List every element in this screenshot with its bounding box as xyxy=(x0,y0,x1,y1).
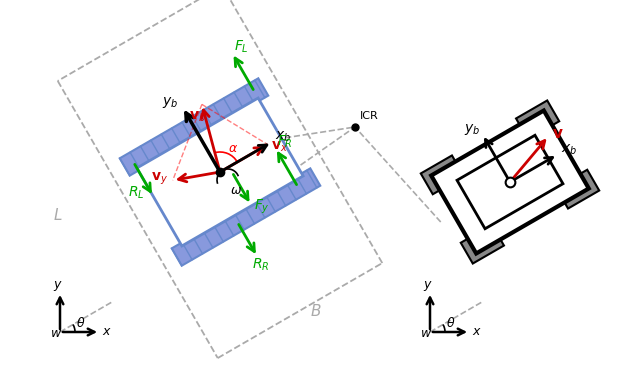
Text: $x$: $x$ xyxy=(102,325,112,338)
Text: $\mathbf{v}$: $\mathbf{v}$ xyxy=(552,126,563,141)
Text: $x$: $x$ xyxy=(472,325,482,338)
Text: $w$: $w$ xyxy=(50,327,62,340)
Text: $\mathbf{v}_b$: $\mathbf{v}_b$ xyxy=(189,110,206,124)
Text: $w$: $w$ xyxy=(420,327,432,340)
Text: $\theta$: $\theta$ xyxy=(76,316,85,330)
Polygon shape xyxy=(461,225,504,264)
Polygon shape xyxy=(120,78,268,176)
Text: $\mathbf{v}_x$: $\mathbf{v}_x$ xyxy=(271,139,287,154)
Text: $\omega$: $\omega$ xyxy=(230,184,242,197)
Text: $F_y$: $F_y$ xyxy=(254,198,270,216)
Text: $y_b$: $y_b$ xyxy=(465,122,481,138)
Text: $R_R$: $R_R$ xyxy=(252,257,270,273)
Text: $y$: $y$ xyxy=(423,279,433,293)
Polygon shape xyxy=(457,135,563,229)
Polygon shape xyxy=(516,100,559,139)
Text: $R_L$: $R_L$ xyxy=(129,185,145,201)
Text: ICR: ICR xyxy=(360,111,379,121)
Text: $\theta$: $\theta$ xyxy=(446,316,456,330)
Text: $y_b$: $y_b$ xyxy=(163,95,179,110)
Text: $L$: $L$ xyxy=(52,207,62,222)
Polygon shape xyxy=(172,168,320,266)
Text: $B$: $B$ xyxy=(310,303,321,319)
Text: $x_b$: $x_b$ xyxy=(275,130,291,144)
Text: $y$: $y$ xyxy=(53,279,63,293)
Text: $F_L$: $F_L$ xyxy=(234,39,249,55)
Polygon shape xyxy=(137,98,303,246)
Polygon shape xyxy=(420,155,464,194)
Polygon shape xyxy=(556,170,599,209)
Text: $x_b$: $x_b$ xyxy=(561,142,577,157)
Text: $\mathbf{v}_y$: $\mathbf{v}_y$ xyxy=(151,170,168,187)
Polygon shape xyxy=(431,110,589,254)
Text: $\alpha$: $\alpha$ xyxy=(228,142,239,155)
Text: $F_R$: $F_R$ xyxy=(278,134,293,151)
